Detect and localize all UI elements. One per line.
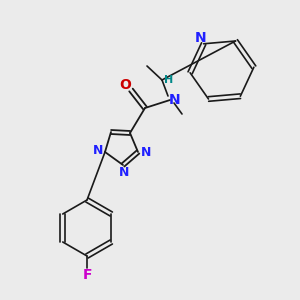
Text: N: N [141, 146, 151, 158]
Text: O: O [119, 78, 131, 92]
Text: N: N [195, 31, 206, 45]
Text: N: N [93, 145, 103, 158]
Text: N: N [169, 93, 181, 107]
Text: H: H [164, 75, 174, 85]
Text: F: F [82, 268, 92, 282]
Text: N: N [119, 166, 129, 178]
